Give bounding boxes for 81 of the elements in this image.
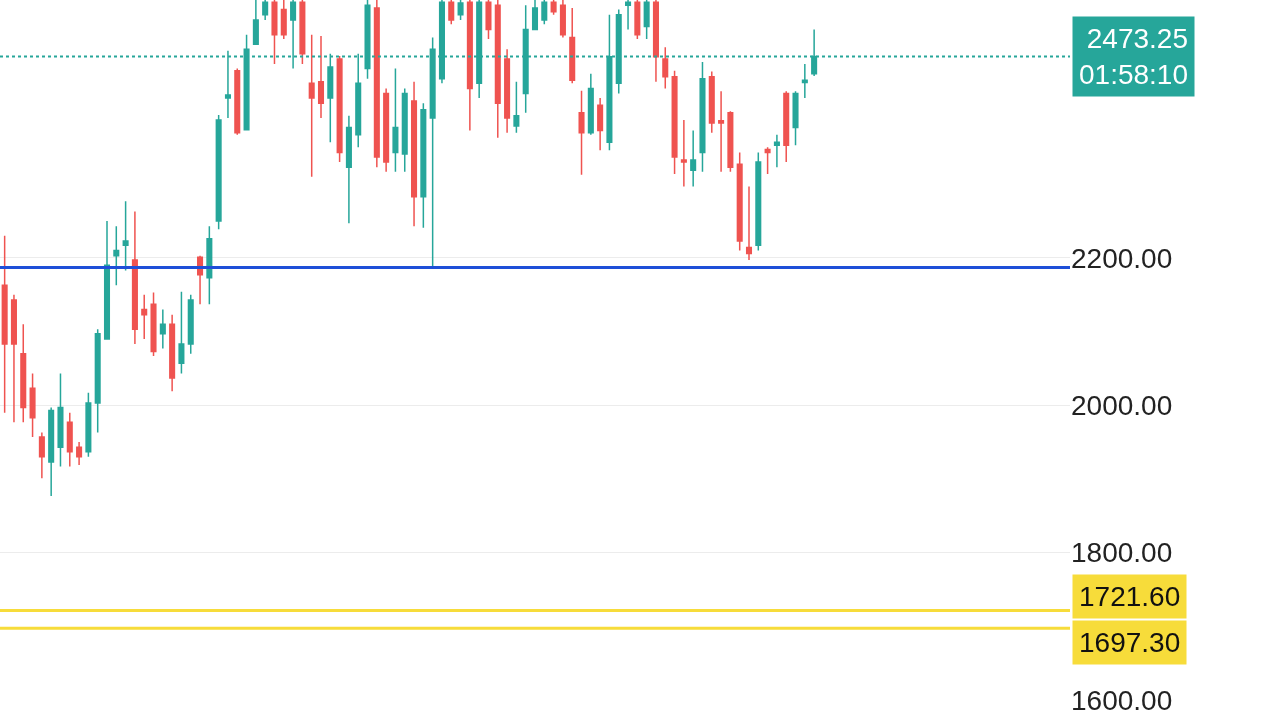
y-tick-label: 1800.00	[1071, 537, 1173, 569]
candlestick	[57, 372, 64, 468]
candlestick	[76, 441, 83, 466]
candlestick	[736, 151, 743, 252]
candlestick	[10, 293, 17, 423]
candlestick	[801, 63, 808, 99]
candlestick	[271, 0, 278, 65]
candlestick	[783, 90, 790, 163]
candlestick	[792, 90, 799, 146]
candlestick	[550, 0, 557, 16]
candlestick	[141, 293, 148, 340]
candlestick	[392, 67, 399, 173]
candlestick	[299, 0, 306, 65]
candlestick	[727, 110, 734, 173]
candlestick	[578, 89, 585, 176]
candlestick	[680, 119, 687, 188]
candlestick	[187, 293, 194, 355]
candlestick	[652, 0, 659, 83]
candlestick	[150, 291, 157, 357]
ref-line-label: 1721.60	[1079, 581, 1181, 612]
ref-line-label: 1697.30	[1079, 627, 1181, 658]
candlestick	[94, 328, 101, 434]
candlestick	[764, 146, 771, 175]
candlestick	[103, 220, 111, 340]
candlestick	[131, 210, 138, 345]
candlestick	[262, 0, 269, 21]
candlestick	[234, 67, 241, 136]
candlestick	[206, 225, 213, 306]
candlestick	[625, 0, 632, 31]
candlestick	[708, 70, 715, 134]
candlestick	[569, 7, 576, 85]
candlestick	[494, 0, 501, 139]
candlestick	[336, 55, 343, 163]
candlestick	[383, 87, 390, 173]
candlestick	[215, 114, 222, 230]
candlestick	[159, 308, 166, 350]
candlestick	[587, 72, 594, 136]
candlestick	[745, 185, 753, 261]
candlestick	[420, 102, 427, 229]
candlestick	[252, 0, 259, 45]
candlestick	[597, 97, 604, 152]
candlestick	[345, 114, 352, 225]
candlestick	[308, 33, 315, 178]
candlestick	[113, 225, 120, 286]
ref-line-label: 2473.25 01:58:10	[1079, 23, 1188, 91]
candlestick	[29, 372, 36, 438]
candlestick	[448, 0, 455, 26]
candlestick	[66, 411, 73, 468]
y-tick-label: 2000.00	[1071, 390, 1173, 422]
candlestick	[559, 0, 566, 39]
candlestick	[504, 48, 511, 134]
candlestick	[48, 406, 55, 497]
candlestick	[85, 391, 92, 458]
candlestick	[671, 69, 678, 175]
candlestick	[317, 35, 325, 119]
candlestick	[373, 0, 380, 169]
candlestick	[662, 46, 669, 90]
candlestick	[457, 0, 464, 21]
candlestick	[643, 0, 650, 40]
candlestick	[466, 0, 473, 132]
candlestick	[280, 0, 287, 40]
candlestick	[178, 291, 185, 375]
candlestick	[401, 87, 408, 173]
candlestick	[485, 0, 492, 40]
candlestick	[20, 323, 27, 423]
candlestick	[699, 61, 706, 173]
candlestick	[38, 431, 45, 479]
candlestick	[634, 0, 641, 40]
candlestick	[1, 235, 8, 414]
candlestick	[169, 313, 176, 393]
candlestick	[718, 90, 725, 173]
y-tick-label: 1600.00	[1071, 684, 1173, 716]
y-tick-label: 2200.00	[1071, 242, 1173, 274]
candlestick	[513, 81, 520, 134]
candlestick	[531, 0, 539, 31]
candlestick	[122, 200, 129, 272]
candlestick	[690, 129, 697, 188]
candlestick	[755, 151, 762, 252]
candlestick	[541, 0, 548, 26]
candlestick	[773, 134, 780, 169]
candlestick	[411, 81, 418, 227]
